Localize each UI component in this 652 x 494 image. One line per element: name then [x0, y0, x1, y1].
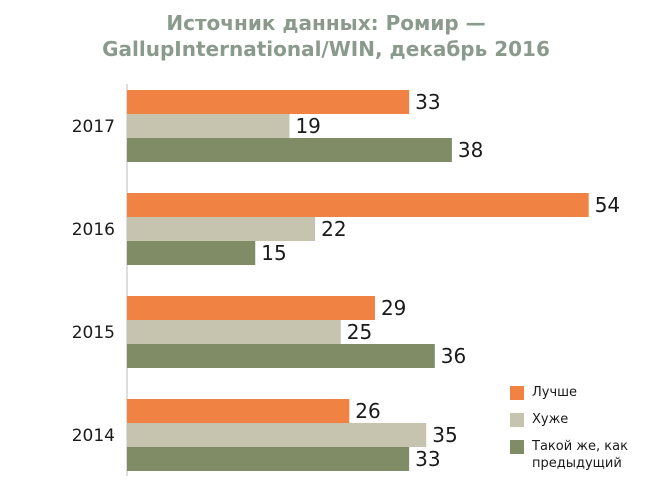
bar-2014-worse: [127, 423, 427, 447]
data-label-2017-worse: 19: [295, 114, 320, 138]
bar-2017-better: [127, 90, 410, 114]
data-label-2016-better: 54: [595, 193, 620, 217]
chart-title: Источник данных: Ромир — GallupInternati…: [0, 10, 652, 62]
y-tick-label-2015: 2015: [72, 323, 115, 343]
data-label-2017-better: 33: [415, 90, 440, 114]
bar-2014-better: [127, 399, 350, 423]
y-tick-label-2016: 2016: [72, 220, 115, 240]
chart-title-line1: Источник данных: Ромир —: [166, 11, 486, 35]
bar-2017-worse: [127, 114, 290, 138]
data-label-2014-same: 33: [415, 447, 440, 471]
legend-swatch-same: [510, 440, 524, 454]
bar-2015-better: [127, 296, 375, 320]
data-label-2016-same: 15: [261, 241, 286, 265]
bar-2015-same: [127, 344, 435, 368]
bar-2016-worse: [127, 217, 316, 241]
y-tick-label-2014: 2014: [72, 426, 115, 446]
data-label-2017-same: 38: [458, 138, 483, 162]
y-tick-label-2017: 2017: [72, 117, 115, 137]
chart-title-line2: GallupInternational/WIN, декабрь 2016: [102, 37, 550, 61]
bar-2016-better: [127, 193, 589, 217]
legend-swatch-worse: [510, 413, 524, 427]
data-label-2014-better: 26: [355, 399, 380, 423]
data-label-2014-worse: 35: [432, 423, 457, 447]
bar-2017-same: [127, 138, 452, 162]
bar-2016-same: [127, 241, 256, 265]
legend-swatch-better: [510, 386, 524, 400]
bar-2014-same: [127, 447, 410, 471]
legend-label-better: Лучше: [532, 385, 578, 400]
bar-2015-worse: [127, 320, 341, 344]
legend-label-same: Такой же, как предыдущий: [532, 439, 628, 471]
data-label-2015-worse: 25: [347, 320, 372, 344]
data-label-2015-same: 36: [441, 344, 466, 368]
data-label-2015-better: 29: [381, 296, 406, 320]
legend-label-worse: Хуже: [532, 412, 569, 427]
data-label-2016-worse: 22: [321, 217, 346, 241]
